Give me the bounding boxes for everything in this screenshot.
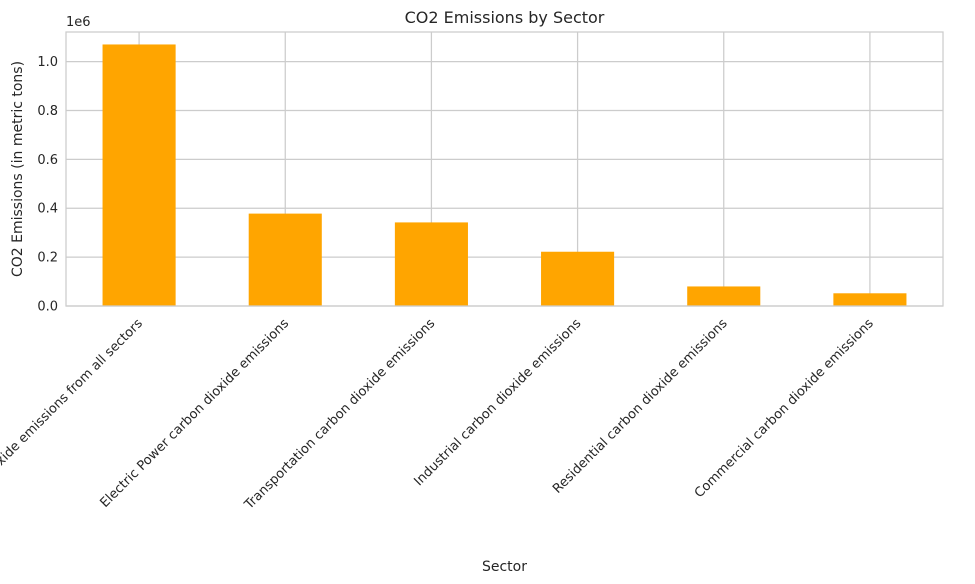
plot-frame: [65, 31, 944, 307]
y-tick-label: 0.4: [37, 202, 58, 217]
bar: [687, 286, 761, 306]
grid-lines: [66, 32, 943, 307]
x-tick-label: Total carbon dioxide emissions from all …: [0, 316, 146, 542]
bar: [102, 44, 176, 306]
x-tick-label: Commercial carbon dioxide emissions: [692, 316, 877, 501]
y-tick-label: 0.2: [37, 251, 58, 266]
y-tick-label: 1.0: [37, 55, 58, 70]
y-tick-label: 0.8: [37, 104, 58, 119]
y-axis-label: CO2 Emissions (in metric tons): [10, 61, 26, 277]
bar: [394, 222, 468, 306]
chart-title: CO2 Emissions by Sector: [405, 8, 605, 27]
bars: [102, 44, 907, 306]
bar: [541, 251, 615, 306]
y-offset-text: 1e6: [66, 15, 91, 30]
y-tick-labels: 0.0 0.2 0.4 0.6 0.8 1.0: [37, 55, 58, 314]
bar: [833, 293, 907, 306]
y-tick-label: 0.6: [37, 153, 58, 168]
x-tick-labels: Total carbon dioxide emissions from all …: [0, 316, 877, 542]
y-tick-label: 0.0: [37, 300, 58, 315]
bar: [248, 213, 322, 306]
x-axis-label: Sector: [482, 559, 527, 575]
x-tick-label: Residential carbon dioxide emissions: [550, 316, 731, 497]
x-tick-label: Industrial carbon dioxide emissions: [411, 316, 584, 489]
